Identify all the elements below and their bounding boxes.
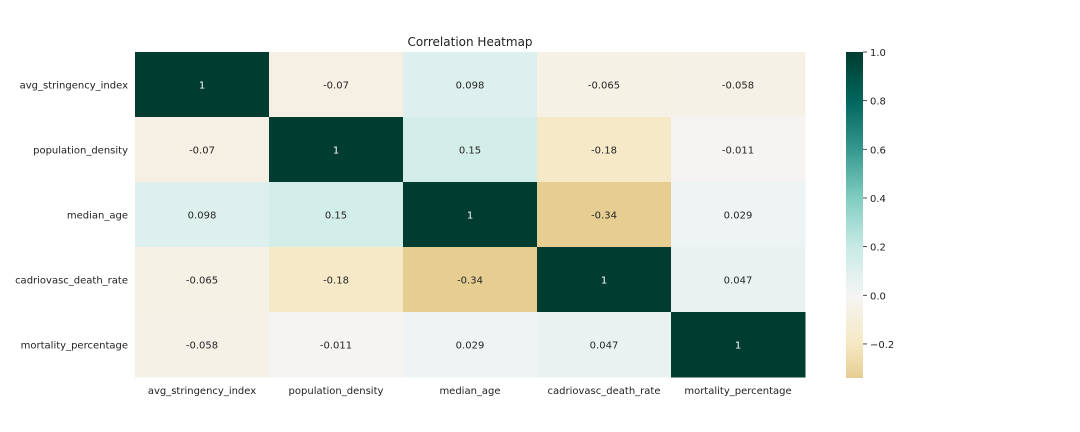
y-tick-label: median_age xyxy=(67,211,128,222)
colorbar xyxy=(846,52,863,378)
heatmap-cell xyxy=(537,312,672,378)
cell-value-label: 0.047 xyxy=(590,341,619,352)
heatmap-cell xyxy=(403,52,538,118)
heatmap-cell xyxy=(403,117,538,183)
cell-value-label: 0.15 xyxy=(459,146,481,157)
heatmap-cell xyxy=(537,52,672,118)
x-tick-label: population_density xyxy=(289,386,384,397)
cell-value-label: -0.011 xyxy=(722,146,754,157)
cell-value-label: 0.15 xyxy=(325,211,347,222)
heatmap-cell xyxy=(403,247,538,313)
cell-value-label: 0.029 xyxy=(724,211,753,222)
cell-value-label: -0.07 xyxy=(323,81,349,92)
heatmap-cell xyxy=(135,52,270,118)
heatmap-cell xyxy=(269,247,404,313)
colorbar-tick-label: 1.0 xyxy=(870,48,886,59)
heatmap-cell xyxy=(269,182,404,248)
x-tick-label: cadriovasc_death_rate xyxy=(548,386,661,397)
heatmap-cell xyxy=(269,312,404,378)
y-axis-tick-labels: avg_stringency_index population_densityme… xyxy=(15,81,128,352)
y-tick-label: cadriovasc_death_rate xyxy=(15,276,128,287)
chart-title: Correlation Heatmap xyxy=(407,35,532,49)
y-tick-label: mortality_percentage xyxy=(21,341,128,352)
cell-value-label: -0.34 xyxy=(457,276,483,287)
x-axis-tick-labels: avg_stringency_index population_density me… xyxy=(148,386,792,397)
heatmap-cell xyxy=(135,312,270,378)
colorbar-tick-label: 0.8 xyxy=(870,97,886,108)
cell-value-label: 0.047 xyxy=(724,276,753,287)
heatmap-cell xyxy=(135,182,270,248)
cell-value-label: 0.098 xyxy=(456,81,485,92)
x-tick-label: mortality_percentage xyxy=(684,386,791,397)
colorbar-tick-label: 0.0 xyxy=(870,291,886,302)
heatmap-cell xyxy=(671,312,806,378)
x-tick-label: avg_stringency_index xyxy=(148,386,256,397)
cell-value-label: -0.065 xyxy=(588,81,620,92)
cell-value-label: 0.098 xyxy=(188,211,217,222)
cell-value-label: 1 xyxy=(333,146,339,157)
cell-value-label: -0.011 xyxy=(320,341,352,352)
heatmap-cell xyxy=(537,117,672,183)
heatmap-cell xyxy=(537,182,672,248)
heatmap-cell xyxy=(269,117,404,183)
cell-value-label: -0.18 xyxy=(323,276,349,287)
x-tick-label: median_age xyxy=(439,386,500,397)
heatmap-cell xyxy=(135,117,270,183)
cell-value-label: -0.058 xyxy=(722,81,754,92)
heatmap-cell xyxy=(671,52,806,118)
cell-value-label: 1 xyxy=(735,341,741,352)
heatmap-cell xyxy=(135,247,270,313)
cell-value-label: 1 xyxy=(601,276,607,287)
y-tick-label: population_density xyxy=(33,146,128,157)
heatmap-cell xyxy=(269,52,404,118)
colorbar-tick-label: 0.6 xyxy=(870,145,886,156)
y-tick-label: avg_stringency_index xyxy=(20,81,128,92)
cell-value-label: 1 xyxy=(467,211,473,222)
colorbar-tick-label: −0.2 xyxy=(870,340,894,351)
cell-value-label: -0.065 xyxy=(186,276,218,287)
cell-value-label: -0.34 xyxy=(591,211,617,222)
colorbar-tick-label: 0.2 xyxy=(870,243,886,254)
heatmap-cells: 1 -0.07 0.098 -0.065 -0.058 -0.07 1 0.15 -0.18 -0… xyxy=(135,52,806,378)
cell-value-label: 0.029 xyxy=(456,341,485,352)
colorbar-tick-label: 0.4 xyxy=(870,194,886,205)
heatmap-cell xyxy=(671,117,806,183)
heatmap-cell xyxy=(403,312,538,378)
heatmap-cell xyxy=(403,182,538,248)
heatmap-cell xyxy=(671,182,806,248)
colorbar-ticks: 1.0 0.8 0.6 0.4 0.2 0.0 −0.2 xyxy=(863,48,894,351)
heatmap-cell xyxy=(537,247,672,313)
heatmap-cell xyxy=(671,247,806,313)
cell-value-label: -0.07 xyxy=(189,146,215,157)
cell-value-label: 1 xyxy=(199,81,205,92)
cell-value-label: -0.18 xyxy=(591,146,617,157)
cell-value-label: -0.058 xyxy=(186,341,218,352)
